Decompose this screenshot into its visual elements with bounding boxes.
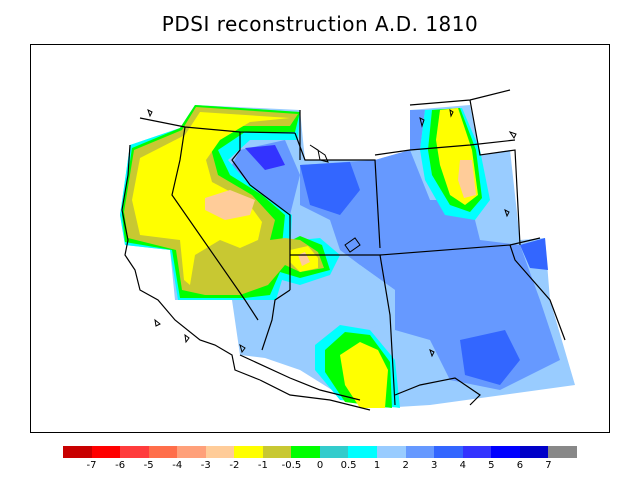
pdsi-field-dry-strong: [458, 160, 476, 198]
legend-swatch: [177, 446, 206, 458]
legend-swatch: [462, 446, 492, 458]
legend-swatch: [91, 446, 121, 458]
legend-tick-label: 7: [545, 460, 552, 471]
legend-tick-label: 4: [459, 460, 466, 471]
pdsi-field-very-wet: [460, 330, 520, 385]
pdsi-field-wet: [325, 265, 395, 330]
legend-tick-label: 1: [373, 460, 381, 471]
state-boundaries: [139, 89, 566, 406]
legend-swatch: [205, 446, 235, 458]
coastline: [121, 144, 371, 411]
legend-swatch: [434, 446, 463, 458]
legend-swatch: [120, 446, 149, 458]
legend-tick-label: -3: [200, 460, 211, 471]
pdsi-field-wetter: [300, 150, 560, 390]
legend-swatch: [319, 446, 349, 458]
legend-swatch: [491, 446, 520, 458]
legend-swatch: [148, 446, 178, 458]
pdsi-field-dry: [340, 342, 388, 408]
pdsi-field-extreme-wet: [245, 145, 285, 170]
legend-swatch: [262, 446, 292, 458]
legend-swatch: [348, 446, 378, 458]
legend-tick-label: -2: [229, 460, 240, 471]
legend-swatch: [519, 446, 549, 458]
legend-swatch: [405, 446, 435, 458]
color-legend-labels: -7 -6 -5 -4 -3 -2 -1 -0.5 0 0.5 1 2 3 4 5 6 7: [63, 460, 577, 474]
pdsi-field-very-wet: [520, 238, 548, 270]
pdsi-field-very-wet: [300, 162, 360, 215]
legend-tick-label: -7: [86, 460, 97, 471]
legend-swatch: [548, 446, 577, 458]
color-legend-bar: [63, 446, 577, 458]
legend-tick-label: -4: [172, 460, 183, 471]
legend-swatch: [291, 446, 320, 458]
map-title: PDSI reconstruction A.D. 1810: [161, 12, 479, 36]
legend-swatch: [234, 446, 263, 458]
legend-tick-label: -6: [115, 460, 126, 471]
legend-tick-label: -5: [143, 460, 154, 471]
legend-tick-label: -1: [257, 460, 268, 471]
pdsi-field-dry-strong: [205, 190, 255, 220]
legend-tick-label: 0.5: [340, 460, 357, 471]
pdsi-field-wetter: [232, 140, 300, 215]
legend-tick-label: 0: [316, 460, 324, 471]
legend-tick-label: 5: [488, 460, 495, 471]
legend-tick-label: -0.5: [281, 460, 302, 471]
legend-swatch: [63, 446, 92, 458]
legend-swatch: [377, 446, 406, 458]
legend-tick-label: 2: [402, 460, 409, 471]
lakes: [147, 108, 517, 358]
legend-tick-label: 3: [431, 460, 438, 471]
legend-tick-label: 6: [516, 460, 524, 471]
